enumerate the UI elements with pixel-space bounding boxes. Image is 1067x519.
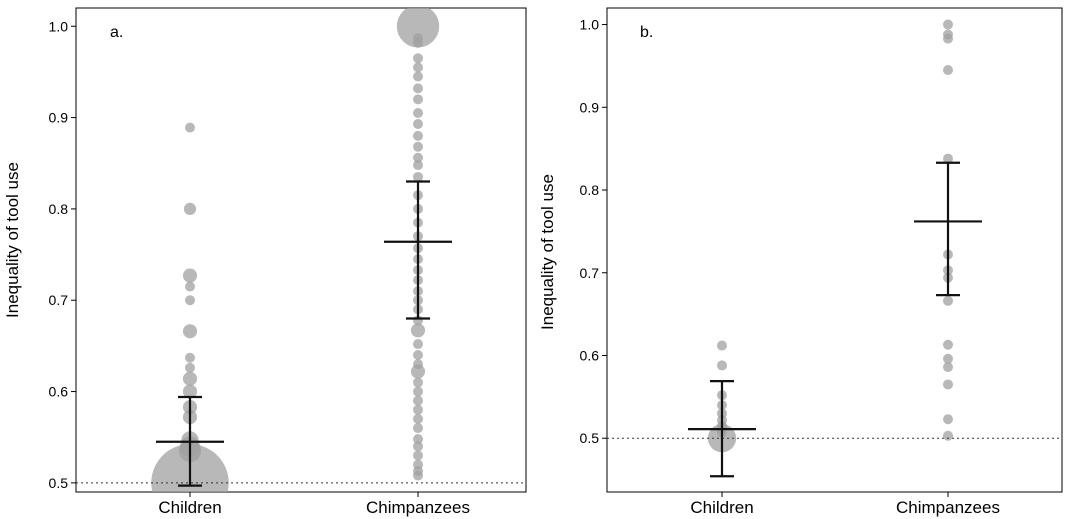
data-point: [182, 324, 198, 339]
data-point: [183, 202, 197, 216]
data-point: [413, 404, 423, 415]
data-point: [185, 362, 195, 373]
panel-b: Inequality of tool use b. Children Chimp…: [538, 7, 1063, 517]
data-point: [413, 53, 423, 64]
data-point: [413, 423, 423, 434]
data-point: [717, 340, 727, 351]
y-tick-label: 0.5: [580, 430, 600, 446]
data-point: [413, 83, 423, 94]
data-point: [943, 430, 953, 441]
y-tick-label: 0.8: [49, 201, 69, 217]
data-point: [185, 122, 195, 133]
y-tick-label: 1.0: [49, 18, 69, 34]
panel-label: a.: [110, 24, 123, 41]
data-point: [413, 160, 423, 171]
data-point: [943, 19, 953, 30]
y-tick-label: 0.9: [49, 110, 69, 126]
data-point: [185, 281, 195, 292]
data-point: [943, 295, 953, 306]
data-point: [943, 153, 953, 164]
data-point: [413, 450, 423, 461]
data-point: [185, 352, 195, 363]
data-point: [410, 323, 426, 338]
data-point: [943, 379, 953, 390]
data-point: [943, 33, 953, 44]
data-point: [943, 353, 953, 364]
data-point: [413, 94, 423, 105]
data-point: [413, 141, 423, 152]
data-point: [413, 62, 423, 73]
x-category-label: Chimpanzees: [896, 498, 1000, 517]
y-axis-title: Inequality of tool use: [3, 162, 22, 318]
plot-frame: [75, 7, 527, 493]
data-point: [413, 350, 423, 361]
data-point: [185, 295, 195, 306]
data-point: [413, 339, 423, 350]
y-tick-label: 0.6: [49, 384, 69, 400]
data-point: [413, 395, 423, 406]
x-category-label: Chimpanzees: [366, 498, 470, 517]
data-point: [182, 384, 198, 399]
data-point: [413, 470, 423, 481]
x-category-label: Children: [690, 498, 753, 517]
data-point: [413, 37, 423, 48]
data-point: [413, 377, 423, 388]
x-category-label: Children: [158, 498, 221, 517]
data-point: [943, 65, 953, 76]
data-point: [413, 386, 423, 397]
data-point: [413, 359, 423, 370]
y-tick-label: 0.5: [49, 475, 69, 491]
plot-frame: [606, 7, 1063, 493]
y-tick-label: 0.8: [580, 182, 600, 198]
data-point: [410, 364, 426, 379]
data-point: [413, 434, 423, 445]
y-tick-label: 0.7: [49, 292, 69, 308]
panel-a: Inequality of tool use a. Children Chimp…: [3, 7, 527, 517]
data-point: [413, 413, 423, 424]
points-layer: [707, 19, 953, 453]
data-point: [413, 152, 423, 163]
data-point: [413, 171, 423, 182]
data-point: [413, 130, 423, 141]
points-layer: [151, 8, 440, 492]
y-axis-title: Inequality of tool use: [538, 174, 557, 330]
data-point: [413, 441, 423, 452]
data-point: [943, 339, 953, 350]
y-tick-label: 0.9: [580, 99, 600, 115]
data-point: [182, 268, 198, 283]
data-point: [182, 371, 198, 386]
y-tick-label: 0.7: [580, 265, 600, 281]
data-point: [943, 362, 953, 373]
y-tick-label: 0.6: [580, 347, 600, 363]
data-point: [396, 8, 440, 48]
data-point: [413, 108, 423, 119]
data-point: [717, 360, 727, 371]
data-point: [413, 118, 423, 129]
y-tick-label: 1.0: [580, 17, 600, 33]
data-point: [943, 414, 953, 425]
panel-label: b.: [640, 24, 653, 41]
data-point: [413, 71, 423, 82]
